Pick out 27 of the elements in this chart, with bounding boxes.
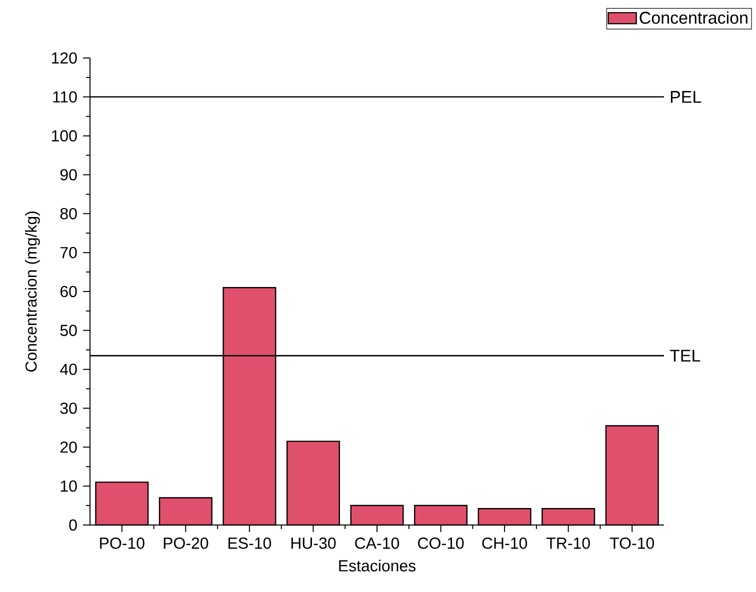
y-tick-label: 40: [60, 364, 77, 375]
x-tick-label: HU-30: [291, 538, 336, 549]
x-tick-label: TR-10: [546, 538, 590, 549]
y-tick-label: 70: [60, 246, 77, 258]
x-tick-label: CO-10: [418, 538, 464, 549]
x-tick-label: PO-20: [164, 538, 208, 549]
y-tick-label: 120: [52, 52, 77, 64]
legend-label: Concentracion: [640, 11, 748, 24]
y-tick-label: 80: [60, 208, 77, 220]
y-tick-label: 50: [60, 324, 77, 336]
x-tick-label: PO-10: [100, 538, 144, 549]
x-axis-title: Estaciones: [339, 560, 416, 572]
x-tick-label: TO-10: [610, 538, 654, 549]
y-tick-label: 10: [60, 480, 77, 492]
y-tick-label: 0: [69, 519, 77, 531]
y-tick-label: 110: [53, 91, 77, 103]
y-tick-label: 60: [60, 286, 77, 298]
y-tick-label: 90: [60, 169, 77, 180]
x-tick-label: ES-10: [228, 538, 272, 549]
y-axis-title: Concentracion (mg/kg): [25, 212, 40, 372]
x-tick-label: CH-10: [482, 538, 528, 549]
ref-line-label: PEL: [670, 91, 702, 103]
y-tick-label: 30: [60, 402, 77, 414]
x-tick-label: CA-10: [355, 538, 400, 549]
y-tick-label: 100: [52, 130, 77, 142]
ref-line-label: TEL: [670, 350, 700, 362]
y-tick-label: 20: [60, 441, 77, 453]
